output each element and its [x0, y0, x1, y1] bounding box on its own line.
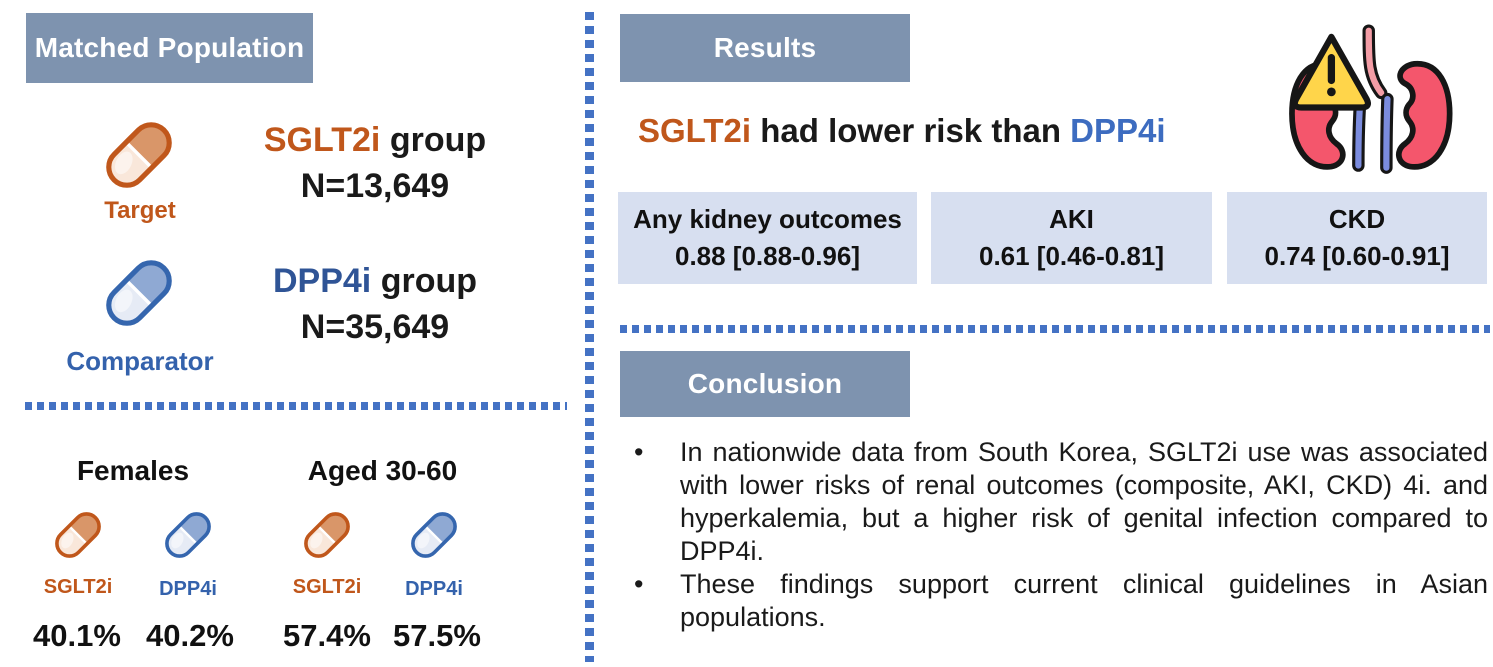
result-value: 0.88 [0.88-0.96] [674, 241, 860, 271]
kidney-warning-icon [1289, 24, 1465, 174]
result-value: 0.61 [0.46-0.81] [978, 241, 1164, 271]
headline-sglt2i: SGLT2i [638, 112, 752, 149]
dpp4i-drug-name: DPP4i [272, 262, 372, 300]
comparator-pill-label: Comparator [66, 346, 214, 376]
headline-dpp4i: DPP4i [1070, 112, 1166, 149]
females-sglt2i-value: 40.1% [33, 618, 121, 653]
result-label: AKI [1049, 204, 1094, 234]
conclusion-title: Conclusion [687, 368, 843, 399]
results-headline: SGLT2i had lower risk than DPP4i [638, 112, 1166, 150]
pill-capsule-icon [165, 512, 211, 558]
dpp4i-group-line: DPP4i group [225, 258, 525, 304]
conclusion-bullet-list: In nationwide data from South Korea, SGL… [628, 436, 1488, 634]
conclusion-bullet: These findings support current clinical … [628, 568, 1488, 634]
aged-dpp4i-label: DPP4i [405, 578, 463, 600]
sglt2i-group-line: SGLT2i group [225, 117, 525, 163]
females-sglt2i-label: SGLT2i [43, 576, 113, 598]
group-word: group [380, 262, 478, 300]
pill-capsule-icon [106, 122, 172, 188]
aged-30-60-title: Aged 30-60 [307, 455, 458, 486]
target-pill-label: Target [104, 197, 176, 224]
pill-capsule-icon [411, 512, 457, 558]
pill-capsule-icon [304, 512, 350, 558]
females-dpp4i-label: DPP4i [159, 578, 217, 600]
result-box-ckd: CKD 0.74 [0.60-0.91] [1227, 192, 1487, 284]
left-dotted-divider [25, 402, 567, 410]
result-box-any-kidney: Any kidney outcomes 0.88 [0.88-0.96] [618, 192, 917, 284]
result-label: Any kidney outcomes [633, 204, 902, 234]
results-title: Results [713, 32, 817, 63]
dpp4i-group-n: N=35,649 [300, 308, 450, 346]
result-label: CKD [1328, 204, 1386, 234]
aged-sglt2i-label: SGLT2i [292, 576, 362, 598]
pill-capsule-icon [106, 260, 172, 326]
sglt2i-group-n: N=13,649 [300, 167, 450, 205]
females-dpp4i-value: 40.2% [146, 618, 234, 653]
group-word: group [389, 121, 487, 159]
conclusion-bullet: In nationwide data from South Korea, SGL… [628, 436, 1488, 568]
matched-population-title: Matched Population [34, 32, 305, 63]
results-header: Results [620, 14, 910, 82]
aged-sglt2i-value: 57.4% [283, 618, 371, 653]
result-box-aki: AKI 0.61 [0.46-0.81] [931, 192, 1212, 284]
headline-middle: had lower risk than [760, 112, 1061, 149]
sglt2i-group-block: SGLT2i group N=13,649 [225, 117, 525, 209]
sglt2i-drug-name: SGLT2i [263, 121, 381, 159]
aged-dpp4i-value: 57.5% [393, 618, 481, 653]
females-title: Females [76, 455, 190, 486]
right-dotted-divider [620, 325, 1490, 333]
dpp4i-group-block: DPP4i group N=35,649 [225, 258, 525, 350]
conclusion-header: Conclusion [620, 351, 910, 417]
matched-population-header: Matched Population [26, 13, 313, 83]
vertical-dotted-divider [585, 12, 594, 662]
result-value: 0.74 [0.60-0.91] [1264, 241, 1450, 271]
pill-capsule-icon [55, 512, 101, 558]
